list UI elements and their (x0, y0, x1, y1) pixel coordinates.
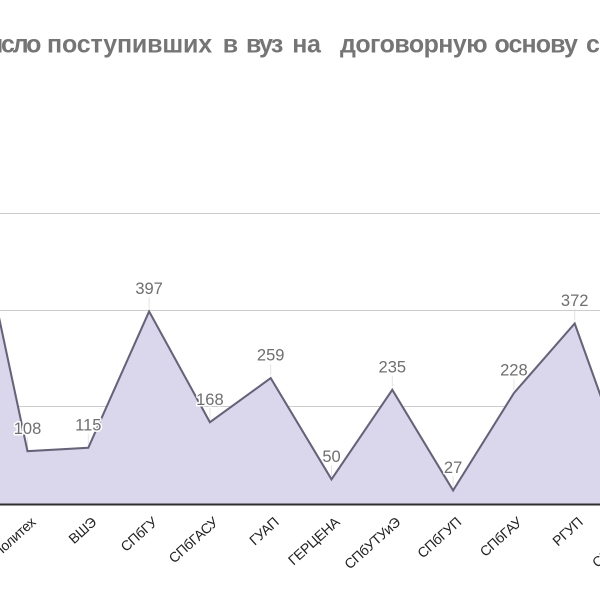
svg-text:50: 50 (322, 448, 340, 466)
svg-text:397: 397 (135, 280, 163, 298)
svg-text:259: 259 (257, 347, 285, 365)
svg-text:228: 228 (500, 362, 528, 380)
svg-text:235: 235 (379, 358, 407, 376)
svg-text:Числопоступившихввузнадоговорн: Числопоступившихввузнадоговорнуюосновус (0, 31, 600, 59)
svg-text:27: 27 (444, 459, 462, 477)
svg-text:115: 115 (75, 416, 101, 434)
svg-text:168: 168 (196, 391, 224, 409)
svg-text:108: 108 (14, 420, 42, 438)
svg-text:372: 372 (561, 292, 589, 310)
